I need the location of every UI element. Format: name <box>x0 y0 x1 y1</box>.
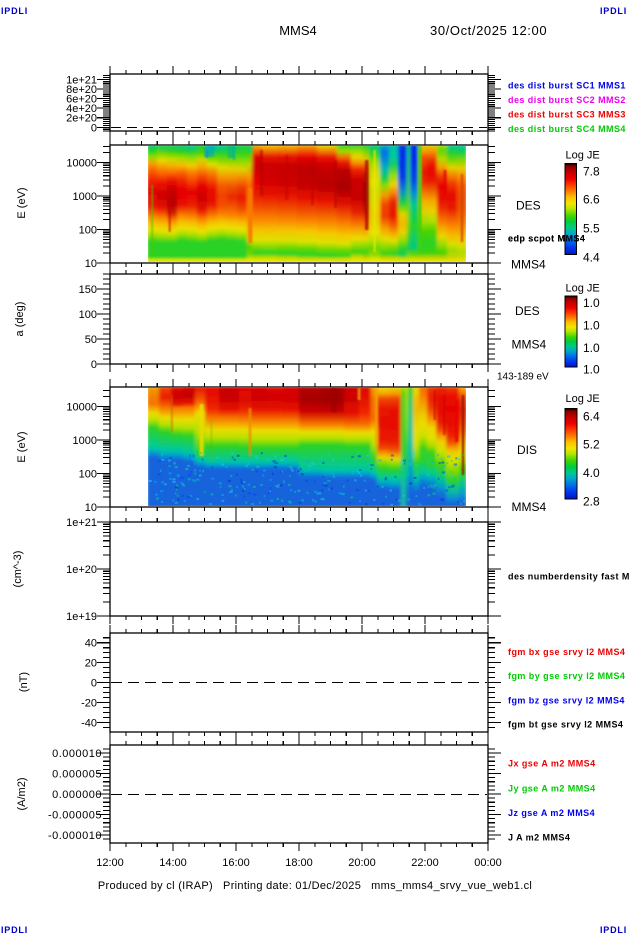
svg-text:a (deg): a (deg) <box>14 302 26 337</box>
svg-text:Produced by cl (IRAP) Printi: Produced by cl (IRAP) Printing date: 01/… <box>98 880 532 892</box>
svg-text:30/Oct/2025 12:00: 30/Oct/2025 12:00 <box>430 23 547 38</box>
svg-text:1.0: 1.0 <box>583 319 600 333</box>
svg-text:E (eV): E (eV) <box>16 187 28 218</box>
svg-text:edp scpot MMS4: edp scpot MMS4 <box>508 234 585 244</box>
svg-text:Log JE: Log JE <box>566 150 600 162</box>
svg-text:50: 50 <box>85 334 97 346</box>
svg-text:Jz gse A m2 MMS4: Jz gse A m2 MMS4 <box>508 808 595 818</box>
svg-text:6e+20: 6e+20 <box>66 94 97 106</box>
svg-text:0.000005: 0.000005 <box>52 769 102 781</box>
svg-text:100: 100 <box>79 468 97 480</box>
svg-text:IPDLI: IPDLI <box>1 925 28 934</box>
svg-text:E (eV): E (eV) <box>16 431 28 462</box>
svg-text:1000: 1000 <box>73 191 97 203</box>
svg-text:fgm bt gse srvy l2 MMS4: fgm bt gse srvy l2 MMS4 <box>508 720 623 730</box>
svg-text:MMS4: MMS4 <box>279 23 317 38</box>
svg-text:12:00: 12:00 <box>96 857 124 869</box>
svg-text:(cm^-3): (cm^-3) <box>12 551 24 588</box>
svg-text:2.8: 2.8 <box>583 495 600 509</box>
svg-text:Jx gse A m2 MMS4: Jx gse A m2 MMS4 <box>508 759 596 769</box>
svg-text:5.2: 5.2 <box>583 438 600 452</box>
svg-text:16:00: 16:00 <box>222 857 250 869</box>
svg-text:20: 20 <box>85 658 97 670</box>
svg-text:edp scpot MMS4: edp scpot MMS4 <box>508 234 585 244</box>
svg-text:0: 0 <box>91 122 97 134</box>
svg-text:des numberdensity fast M: des numberdensity fast M <box>508 572 630 582</box>
svg-text:4.0: 4.0 <box>583 466 600 480</box>
svg-text:4e+20: 4e+20 <box>66 103 97 115</box>
svg-text:(nT): (nT) <box>18 672 30 692</box>
svg-text:J A m2 MMS4: J A m2 MMS4 <box>508 833 570 843</box>
svg-text:MMS4: MMS4 <box>511 258 546 272</box>
svg-text:(A/m2): (A/m2) <box>16 778 28 811</box>
svg-text:Log JE: Log JE <box>566 393 600 405</box>
svg-text:4.4: 4.4 <box>583 251 600 265</box>
svg-text:-0.000005: -0.000005 <box>48 810 102 822</box>
svg-text:150: 150 <box>79 284 97 296</box>
svg-text:100: 100 <box>79 309 97 321</box>
svg-text:10: 10 <box>85 502 97 514</box>
svg-text:0: 0 <box>91 678 97 690</box>
svg-text:1e+19: 1e+19 <box>66 611 97 623</box>
svg-text:-20: -20 <box>81 697 97 709</box>
svg-text:7.8: 7.8 <box>583 165 600 179</box>
svg-text:100: 100 <box>79 224 97 236</box>
svg-text:des dist burst SC4 MMS4: des dist burst SC4 MMS4 <box>508 124 626 134</box>
svg-text:6.4: 6.4 <box>583 410 600 424</box>
svg-text:1.0: 1.0 <box>583 341 600 355</box>
svg-text:IPDLI: IPDLI <box>600 925 627 934</box>
svg-text:00:00: 00:00 <box>474 857 502 869</box>
svg-text:0: 0 <box>91 359 97 371</box>
svg-text:-40: -40 <box>81 717 97 729</box>
svg-text:des dist burst SC1 MMS1: des dist burst SC1 MMS1 <box>508 81 626 91</box>
svg-text:40: 40 <box>85 638 97 650</box>
svg-text:1.0: 1.0 <box>583 363 600 377</box>
svg-text:10000: 10000 <box>66 401 97 413</box>
svg-text:6.6: 6.6 <box>583 193 600 207</box>
svg-text:1000: 1000 <box>73 435 97 447</box>
svg-text:1e+21: 1e+21 <box>66 517 97 529</box>
svg-text:1.0: 1.0 <box>583 296 600 310</box>
svg-text:-0.000010: -0.000010 <box>48 830 102 842</box>
svg-text:Jy gse A m2 MMS4: Jy gse A m2 MMS4 <box>508 784 596 794</box>
svg-text:fgm bz gse srvy l2 MMS4: fgm bz gse srvy l2 MMS4 <box>508 696 625 706</box>
svg-text:18:00: 18:00 <box>285 857 313 869</box>
svg-text:2e+20: 2e+20 <box>66 113 97 125</box>
svg-text:fgm bx gse srvy l2 MMS4: fgm bx gse srvy l2 MMS4 <box>508 647 625 657</box>
svg-text:0.000000: 0.000000 <box>52 789 102 801</box>
svg-text:143-189 eV: 143-189 eV <box>497 372 549 383</box>
svg-text:10000: 10000 <box>66 157 97 169</box>
svg-text:Log JE: Log JE <box>566 283 600 295</box>
svg-text:14:00: 14:00 <box>159 857 187 869</box>
svg-text:10: 10 <box>85 258 97 270</box>
svg-text:0.000010: 0.000010 <box>52 748 102 760</box>
svg-text:des dist burst SC2 MMS2: des dist burst SC2 MMS2 <box>508 95 626 105</box>
svg-text:20:00: 20:00 <box>348 857 376 869</box>
svg-text:des dist burst SC3 MMS3: des dist burst SC3 MMS3 <box>508 110 626 120</box>
svg-text:DES: DES <box>516 199 541 213</box>
svg-text:MMS4: MMS4 <box>512 338 547 352</box>
svg-text:DES: DES <box>515 304 540 318</box>
svg-text:IPDLI: IPDLI <box>1 6 28 16</box>
svg-text:8e+20: 8e+20 <box>66 84 97 96</box>
svg-text:1e+21: 1e+21 <box>66 74 97 86</box>
svg-text:fgm by gse srvy l2 MMS4: fgm by gse srvy l2 MMS4 <box>508 671 625 681</box>
svg-text:22:00: 22:00 <box>411 857 439 869</box>
svg-text:DIS: DIS <box>517 443 537 457</box>
svg-text:MMS4: MMS4 <box>512 500 547 514</box>
svg-text:1e+20: 1e+20 <box>66 564 97 576</box>
svg-text:5.5: 5.5 <box>583 222 600 236</box>
svg-text:IPDLI: IPDLI <box>600 6 627 16</box>
